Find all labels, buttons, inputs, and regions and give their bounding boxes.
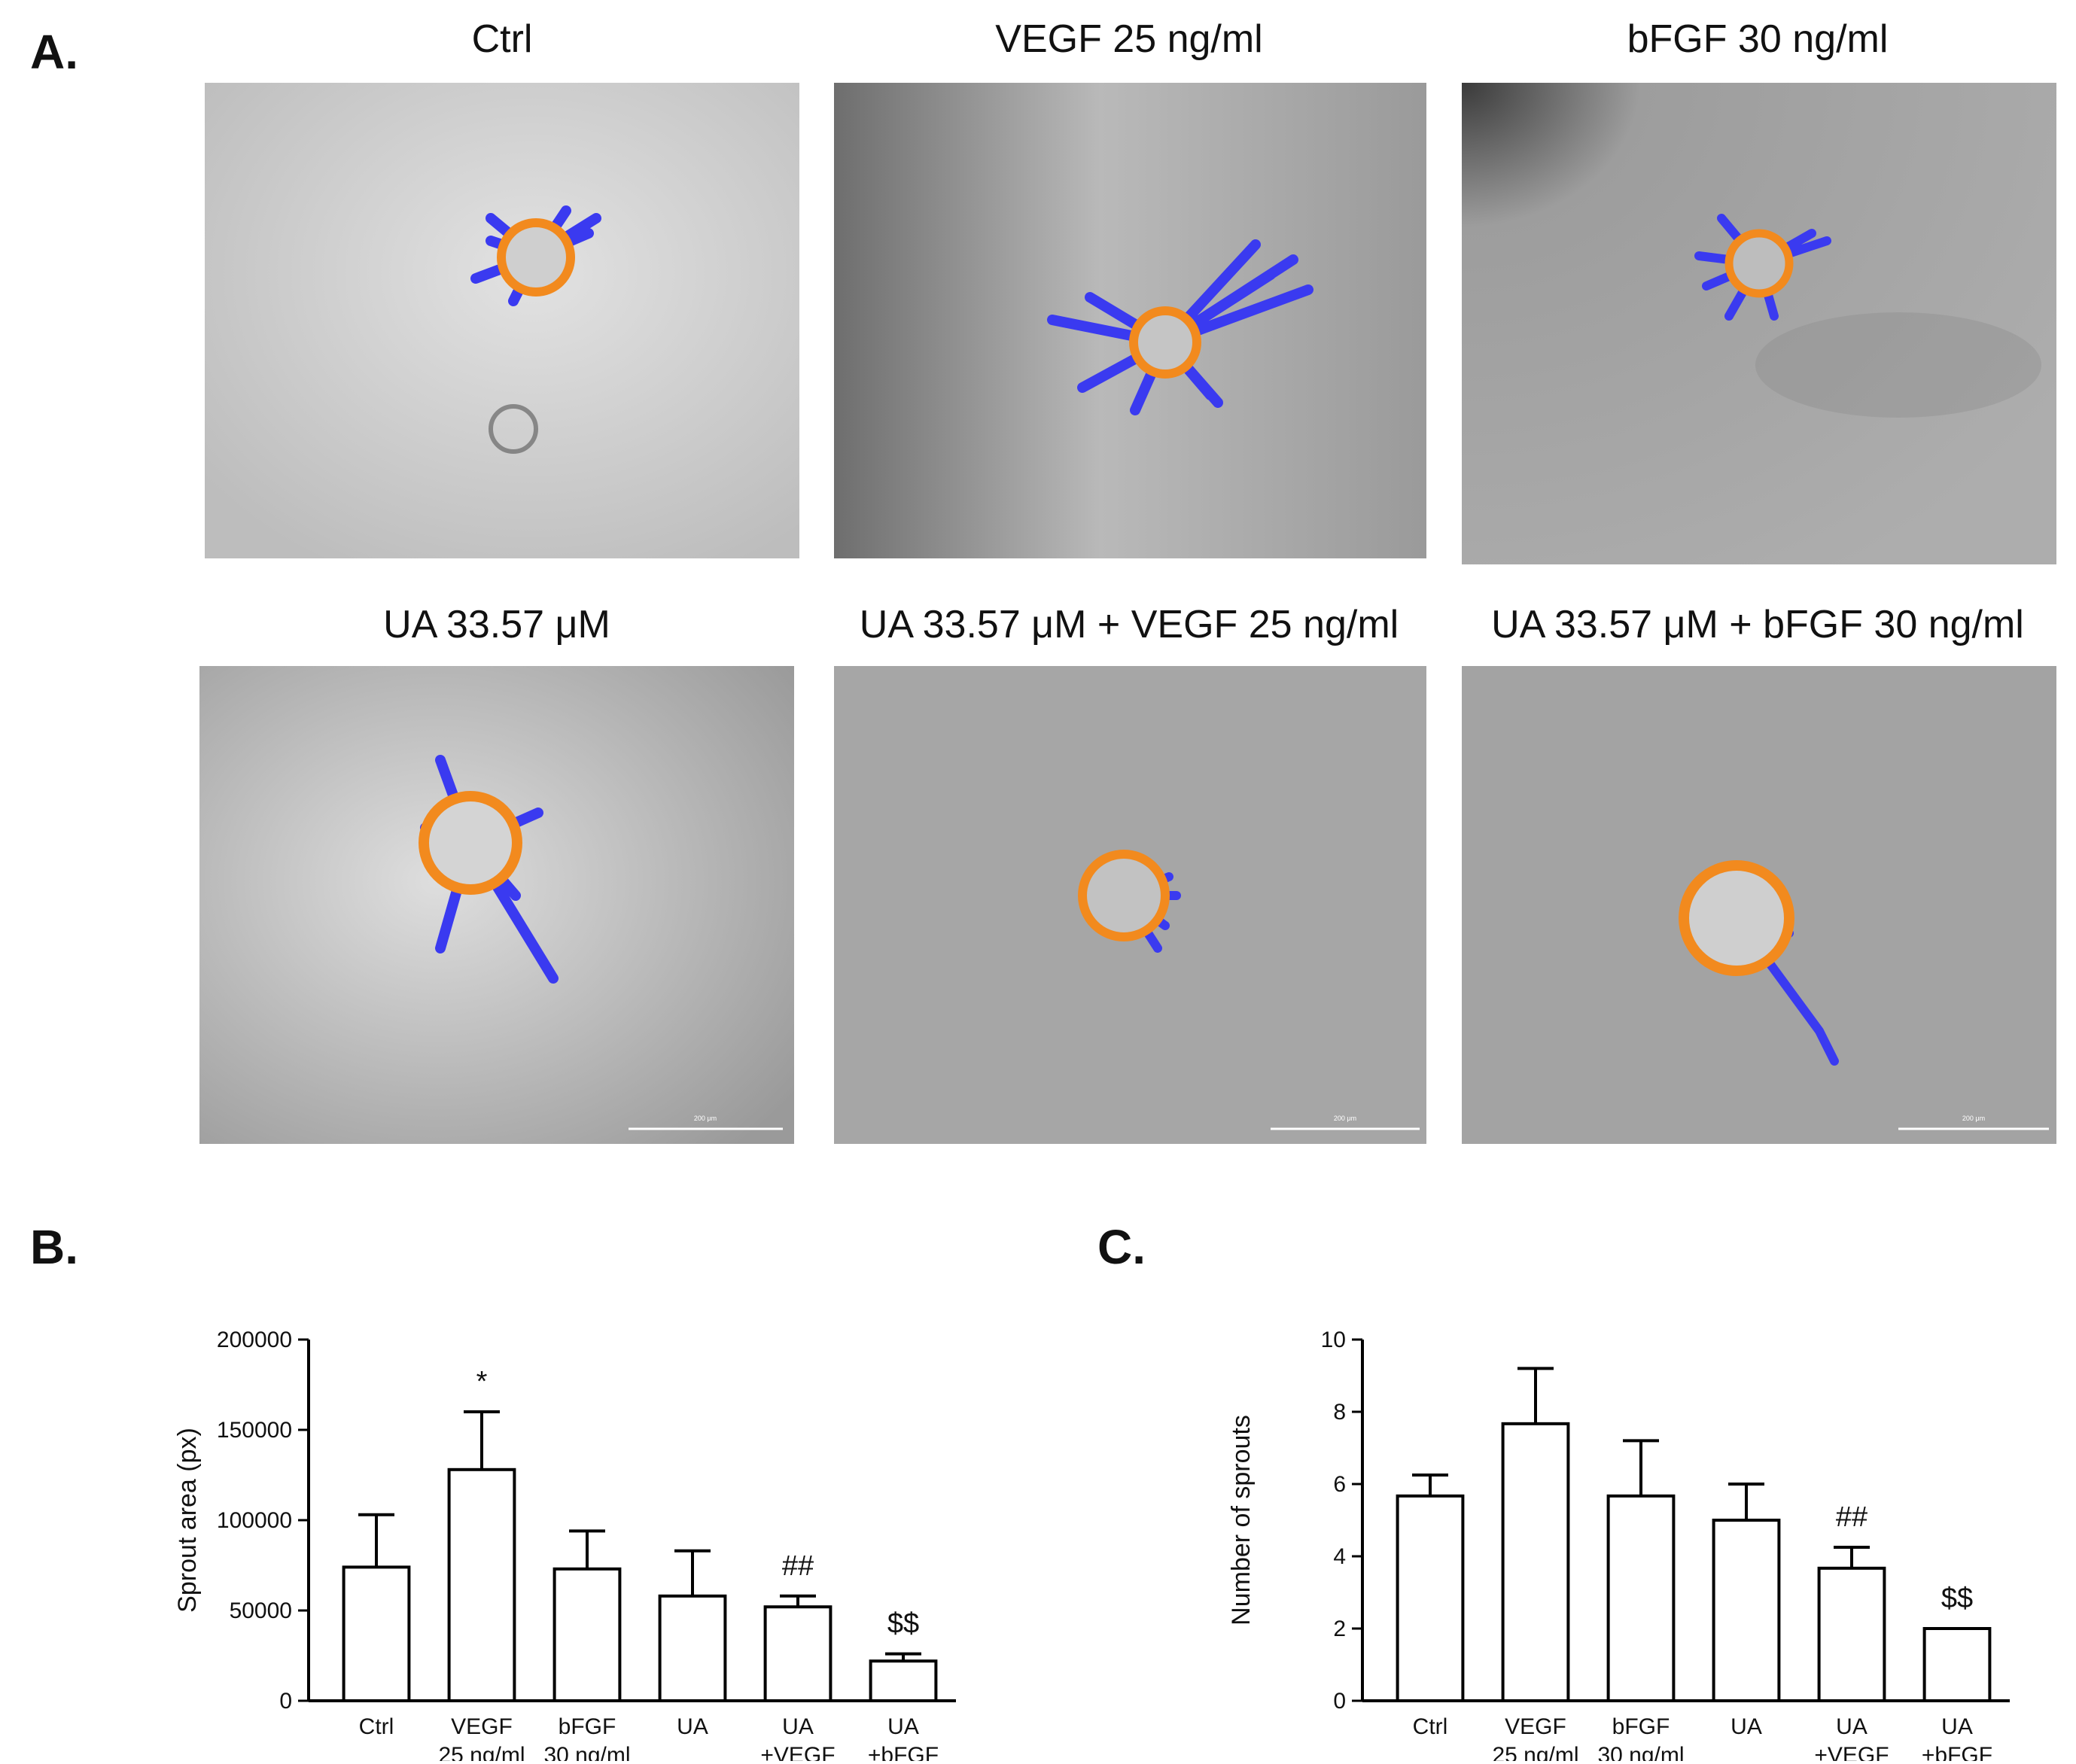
- panel-label-b: B.: [30, 1220, 78, 1274]
- sprout-count-category-label: 25 ng/ml: [1492, 1743, 1578, 1761]
- sprout-count-significance-label: $$: [1941, 1583, 1973, 1614]
- sprout-count-category-label: UA: [1941, 1714, 1973, 1739]
- spheroid-ring: [1129, 306, 1201, 379]
- micrograph-ua: 200 μm: [199, 666, 794, 1144]
- scale-bar-label: 200 μm: [694, 1115, 717, 1122]
- sprout-area-y-tick-label: 150000: [217, 1418, 292, 1443]
- sprout-area-y-tick-label: 50000: [230, 1598, 292, 1623]
- sprout-count-category-label: 30 ng/ml: [1597, 1743, 1684, 1761]
- sprout-area-category-label: UA: [887, 1714, 919, 1739]
- sprout-area-y-tick-label: 0: [279, 1689, 292, 1714]
- micrograph-vegf: [834, 83, 1426, 558]
- spheroid-ring: [1724, 229, 1794, 298]
- sprout-area-category-label: Ctrl: [359, 1714, 394, 1739]
- micrograph-title-ua: UA 33.57 μM: [383, 603, 610, 646]
- micrograph-ua-bfgf: 200 μm: [1462, 666, 2056, 1144]
- sprout-area-significance-label: $$: [887, 1608, 919, 1640]
- sprout-count-significance-label: ##: [1836, 1501, 1867, 1533]
- sprout-count-y-tick-label: 4: [1333, 1544, 1346, 1569]
- micrograph-bfgf-image: [1462, 83, 2056, 564]
- sprout-area-category-label: UA: [677, 1714, 708, 1739]
- spheroid-ring: [497, 218, 575, 297]
- sprout-area-category-label: +bFGF: [868, 1743, 939, 1761]
- micrograph-ctrl-image: [205, 83, 799, 558]
- micrograph-title-ua-vegf: UA 33.57 μM + VEGF 25 ng/ml: [859, 603, 1399, 646]
- sprout-count-category-label: Ctrl: [1413, 1714, 1448, 1739]
- chart-sprout-area: 0 50000 100000 150000 200000 Sprout area (px)…: [151, 1309, 994, 1761]
- sprout-area-category-label: bFGF: [559, 1714, 616, 1739]
- chart-sprout-area-svg: 0 50000 100000 150000 200000 Sprout area (px)…: [173, 1328, 956, 1761]
- sprout-area-bar: [763, 1605, 833, 1703]
- sprout-area-bar: [552, 1567, 622, 1702]
- sprout-area-category-label: +VEGF: [760, 1743, 835, 1761]
- panel-label-c: C.: [1097, 1220, 1146, 1274]
- micrograph-title-vegf: VEGF 25 ng/ml: [995, 17, 1263, 61]
- spheroid-ring: [1679, 860, 1794, 976]
- micrograph-vegf-image: [834, 83, 1426, 558]
- spheroid-ring: [1078, 850, 1170, 941]
- sprout-count-category-label: UA: [1731, 1714, 1762, 1739]
- micrograph-bfgf: [1462, 83, 2056, 564]
- sprout-count-y-tick-label: 2: [1333, 1616, 1346, 1641]
- sprout-count-bar: [1606, 1494, 1676, 1702]
- sprout-area-significance-label: ##: [782, 1550, 814, 1582]
- micrograph-title-bfgf: bFGF 30 ng/ml: [1627, 17, 1889, 61]
- sprout-area-bar: [869, 1659, 938, 1703]
- sprout-area-significance-label: *: [476, 1366, 488, 1398]
- sprout-count-y-tick-label: 6: [1333, 1472, 1346, 1497]
- micrograph-ua-bfgf-image: 200 μm: [1462, 666, 2056, 1144]
- micrograph-ctrl: [205, 83, 799, 558]
- sprout-count-y-tick-label: 0: [1333, 1689, 1346, 1714]
- sprout-count-category-label: +bFGF: [1922, 1743, 1992, 1761]
- sprout-area-bar: [447, 1467, 516, 1703]
- sprout-area-y-tick-label: 200000: [217, 1328, 292, 1352]
- sprout-count-category-label: bFGF: [1612, 1714, 1670, 1739]
- chart-number-of-sprouts: 0 2 4 6 8 10 Number of sprouts Ctrl VEGF 25 ng/ml…: [1204, 1309, 2047, 1761]
- sprout-count-category-label: +VEGF: [1814, 1743, 1889, 1761]
- sprout-area-bar: [342, 1565, 411, 1702]
- sprout-count-bar: [1817, 1566, 1886, 1702]
- micrograph-title-ua-bfgf: UA 33.57 μM + bFGF 30 ng/ml: [1491, 603, 2024, 646]
- sprout-area-category-label: VEGF: [451, 1714, 513, 1739]
- sprout-area-category-label: 25 ng/ml: [438, 1743, 525, 1761]
- sprout-area-bar: [658, 1594, 727, 1702]
- sprout-count-bar: [1396, 1494, 1465, 1702]
- micrograph-ua-vegf-image: 200 μm: [834, 666, 1426, 1144]
- sprout-count-bar: [1712, 1519, 1781, 1702]
- scale-bar-label: 200 μm: [1334, 1115, 1356, 1122]
- sprout-count-category-label: UA: [1836, 1714, 1867, 1739]
- sprout-area-category-label: 30 ng/ml: [543, 1743, 630, 1761]
- sprout-count-bar: [1501, 1422, 1570, 1702]
- spheroid-ring: [419, 791, 522, 895]
- sprout-area-category-label: UA: [782, 1714, 814, 1739]
- sprout-count-category-label: VEGF: [1505, 1714, 1566, 1739]
- sprout-count-y-axis-label: Number of sprouts: [1227, 1415, 1256, 1626]
- micrograph-ua-vegf: 200 μm: [834, 666, 1426, 1144]
- sprout-count-y-tick-label: 10: [1321, 1328, 1346, 1352]
- sprout-area-y-axis-label: Sprout area (px): [173, 1428, 202, 1613]
- panel-label-a: A.: [30, 25, 78, 79]
- chart-number-of-sprouts-svg: 0 2 4 6 8 10 Number of sprouts Ctrl VEGF 25 ng/ml…: [1227, 1328, 2010, 1761]
- scale-bar-label: 200 μm: [1962, 1115, 1985, 1122]
- sprout-count-y-tick-label: 8: [1333, 1400, 1346, 1425]
- sprout-area-y-tick-label: 100000: [217, 1508, 292, 1533]
- micrograph-ua-image: 200 μm: [199, 666, 794, 1144]
- micrograph-title-ctrl: Ctrl: [471, 17, 533, 61]
- sprout-count-bar: [1922, 1627, 1992, 1702]
